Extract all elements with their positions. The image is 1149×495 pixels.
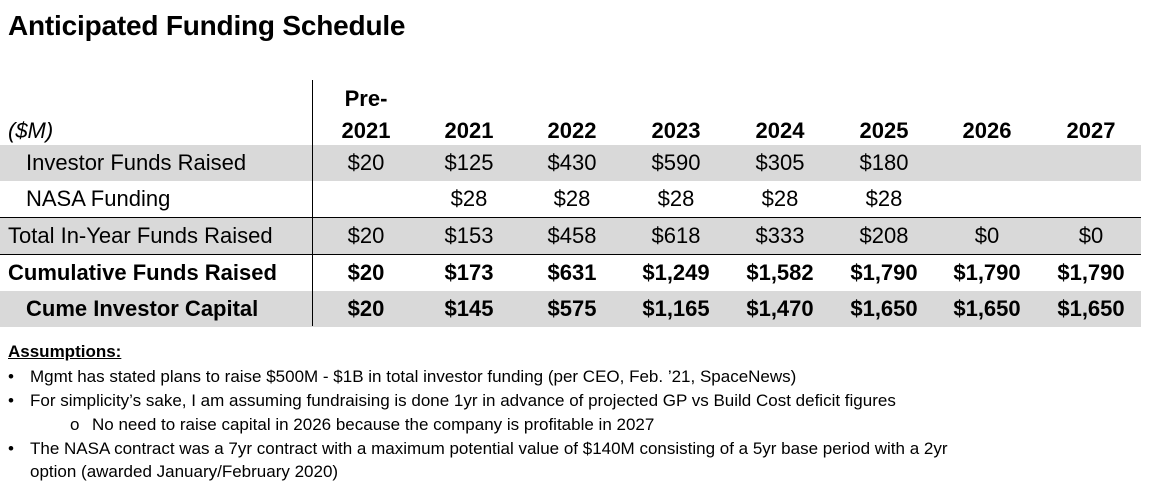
table-cell: $1,650 — [1057, 296, 1125, 321]
table-cell: $20 — [347, 296, 385, 321]
table-cell — [316, 181, 416, 217]
table-row-investor-funds: Investor Funds Raised $20 $125 $430 $590… — [0, 145, 1141, 181]
table-cell — [937, 181, 1037, 217]
row-label: Cume Investor Capital — [26, 296, 259, 321]
row-divider — [0, 254, 1141, 255]
column-header-2021: 2021 — [444, 118, 494, 143]
table-cell: $28 — [761, 186, 799, 211]
table-cell: $458 — [547, 223, 597, 248]
bullet-icon: • — [8, 391, 14, 410]
table-cell — [937, 145, 1037, 181]
table-cell: $590 — [651, 150, 701, 175]
assumption-text: For simplicity’s sake, I am assuming fun… — [30, 391, 896, 410]
bullet-icon: • — [8, 439, 14, 458]
table-cell: $125 — [444, 150, 494, 175]
table-cell: $333 — [755, 223, 805, 248]
table-cell: $1,582 — [746, 260, 814, 285]
page-title: Anticipated Funding Schedule — [8, 10, 406, 41]
table-cell: $153 — [444, 223, 494, 248]
table-cell: $618 — [651, 223, 701, 248]
table-cell: $1,249 — [642, 260, 710, 285]
assumption-text: Mgmt has stated plans to raise $500M - $… — [30, 367, 797, 386]
sub-bullet-icon: o — [70, 415, 80, 434]
column-header-2022: 2022 — [547, 118, 597, 143]
row-label: Cumulative Funds Raised — [8, 260, 277, 285]
table-cell: $28 — [450, 186, 488, 211]
table-cell: $20 — [347, 150, 385, 175]
column-header-2026: 2026 — [962, 118, 1012, 143]
table-cell: $173 — [444, 260, 494, 285]
column-header-2024: 2024 — [755, 118, 805, 143]
column-divider — [312, 80, 313, 326]
column-header-2025: 2025 — [859, 118, 909, 143]
table-row-cume-investor: Cume Investor Capital $20 $145 $575 $1,1… — [0, 291, 1141, 327]
row-label: Total In-Year Funds Raised — [8, 223, 273, 248]
table-cell: $1,790 — [1057, 260, 1125, 285]
table-cell: $28 — [657, 186, 695, 211]
assumption-text: The NASA contract was a 7yr contract wit… — [30, 439, 948, 458]
table-cell: $208 — [859, 223, 909, 248]
table-row-total-in-year: Total In-Year Funds Raised $20 $153 $458… — [0, 218, 1141, 254]
table-cell: $180 — [859, 150, 909, 175]
unit-label: ($M) — [8, 118, 54, 143]
row-label: Investor Funds Raised — [26, 150, 247, 175]
row-divider — [0, 217, 1141, 218]
table-cell: $1,790 — [953, 260, 1021, 285]
table-cell: $430 — [547, 150, 597, 175]
assumptions-heading: Assumptions: — [8, 342, 122, 361]
table-cell: $1,790 — [850, 260, 918, 285]
table-cell: $575 — [547, 296, 597, 321]
column-header-pre-2021: 2021 — [341, 118, 391, 143]
table-cell: $1,470 — [746, 296, 814, 321]
table-cell — [1041, 145, 1141, 181]
table-cell: $1,650 — [850, 296, 918, 321]
table-cell: $305 — [755, 150, 805, 175]
table-cell: $0 — [1078, 223, 1104, 248]
column-header-line1: Pre- — [344, 86, 388, 111]
bullet-icon: • — [8, 367, 14, 386]
table-cell: $145 — [444, 296, 494, 321]
table-row-cumulative: Cumulative Funds Raised $20 $173 $631 $1… — [0, 255, 1141, 291]
column-header-2023: 2023 — [651, 118, 701, 143]
table-cell: $28 — [865, 186, 903, 211]
table-row-nasa-funding: NASA Funding $28 $28 $28 $28 $28 — [0, 181, 1141, 217]
table-cell: $631 — [547, 260, 597, 285]
table-cell: $0 — [974, 223, 1000, 248]
table-cell — [1041, 181, 1141, 217]
table-cell: $28 — [553, 186, 591, 211]
table-cell: $20 — [347, 260, 385, 285]
assumption-text: option (awarded January/February 2020) — [30, 462, 339, 481]
table-cell: $1,165 — [642, 296, 710, 321]
table-cell: $20 — [347, 223, 385, 248]
table-cell: $1,650 — [953, 296, 1021, 321]
column-header-2027: 2027 — [1066, 118, 1116, 143]
assumption-text: No need to raise capital in 2026 because… — [92, 415, 655, 434]
row-label: NASA Funding — [26, 186, 171, 211]
